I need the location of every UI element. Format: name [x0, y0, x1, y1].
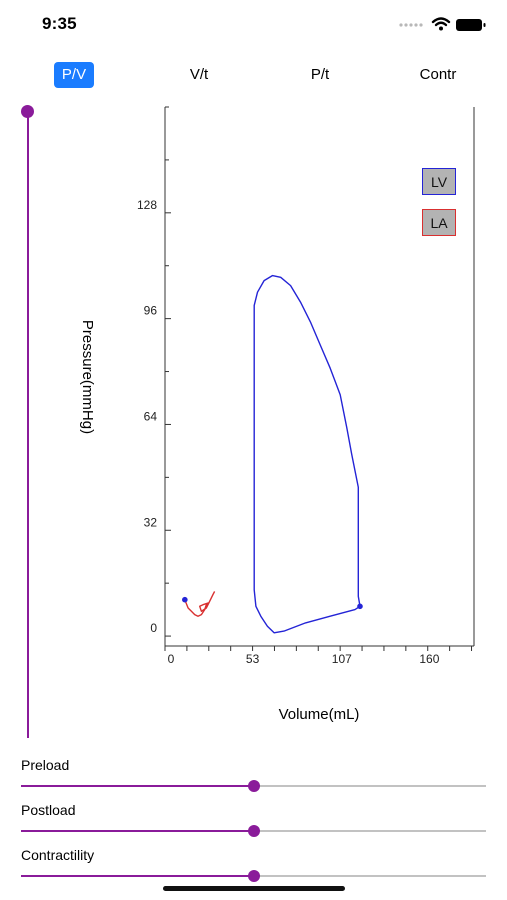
contractility-slider-fill [21, 875, 254, 877]
postload-slider[interactable] [21, 825, 486, 837]
y-tick-label: 0 [150, 621, 157, 635]
tab-contr[interactable]: Contr [419, 66, 457, 83]
preload-slider-thumb[interactable] [247, 780, 260, 792]
contractility-slider-thumb[interactable] [247, 870, 260, 882]
series-point-la [182, 596, 188, 603]
legend-la-button[interactable]: LA [422, 209, 456, 236]
home-indicator[interactable] [163, 886, 345, 891]
wifi-icon [431, 17, 451, 31]
signal-icon [399, 23, 423, 27]
tab-pt[interactable]: P/t [310, 66, 330, 83]
postload-slider-fill [21, 830, 254, 832]
contractility-label: Contractility [21, 847, 95, 863]
status-icons [399, 17, 486, 31]
series-line-la [184, 591, 216, 617]
postload-slider-thumb[interactable] [247, 825, 260, 837]
contractility-slider[interactable] [21, 870, 486, 882]
preload-slider[interactable] [21, 780, 486, 792]
preload-slider-fill [21, 785, 254, 787]
y-tick-label: 32 [144, 515, 158, 529]
preload-label: Preload [21, 757, 70, 773]
postload-label: Postload [21, 802, 76, 818]
tab-vt[interactable]: V/t [189, 66, 209, 83]
x-tick-label: 53 [246, 652, 260, 666]
battery-icon [456, 19, 486, 31]
status-time: 9:35 [42, 14, 77, 33]
y-tick-label: 96 [144, 304, 158, 318]
y-tick-label: 64 [144, 409, 158, 423]
y-axis-label: Pressure(mmHg) [79, 320, 96, 434]
x-tick-label: 160 [419, 652, 439, 666]
tab-pv[interactable]: P/V [54, 62, 94, 88]
vertical-slider-track[interactable] [27, 112, 29, 738]
vertical-slider-thumb[interactable] [21, 105, 34, 118]
y-tick-label: 128 [137, 198, 157, 212]
legend-lv-button[interactable]: LV [422, 168, 456, 195]
x-axis-label: Volume(mL) [279, 706, 360, 723]
x-tick-label: 107 [332, 652, 352, 666]
series-point-lv [357, 603, 363, 610]
series-line-lv [253, 274, 361, 634]
x-tick-label: 0 [168, 652, 175, 666]
